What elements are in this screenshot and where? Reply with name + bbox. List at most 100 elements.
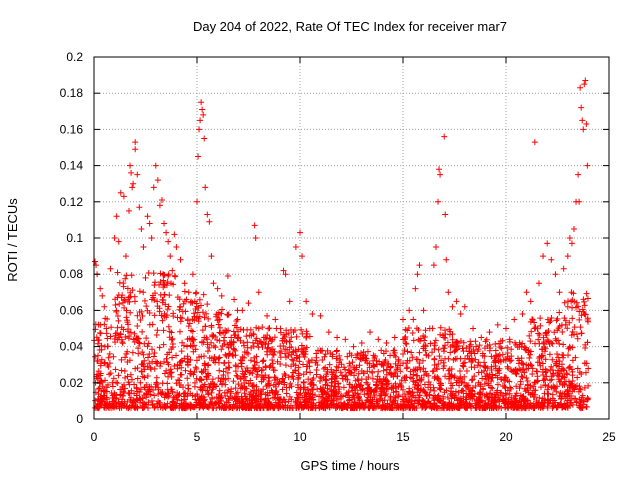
data-point	[208, 253, 215, 260]
roti-noise-marker	[138, 368, 145, 375]
data-point	[317, 312, 324, 319]
roti-noise-marker	[477, 391, 484, 398]
roti-noise-marker	[323, 371, 330, 378]
data-point	[103, 325, 110, 332]
roti-noise-marker	[210, 342, 217, 349]
roti-noise-marker	[234, 373, 241, 380]
roti-noise-marker	[581, 311, 588, 318]
roti-noise-marker	[112, 366, 119, 373]
roti-noise-marker	[144, 372, 151, 379]
roti-noise-marker	[131, 330, 138, 337]
roti-noise-marker	[112, 301, 119, 308]
data-point	[169, 267, 176, 274]
roti-noise-marker	[270, 394, 277, 401]
roti-noise-marker	[95, 352, 102, 359]
roti-noise-marker	[107, 333, 114, 340]
roti-noise-marker	[576, 316, 583, 323]
roti-noise-marker	[182, 308, 189, 315]
roti-noise-marker	[285, 374, 292, 381]
roti-noise-marker	[170, 394, 177, 401]
roti-noise-marker	[441, 327, 448, 334]
data-point	[127, 162, 134, 169]
roti-noise-marker	[342, 392, 349, 399]
roti-noise-marker	[136, 388, 143, 395]
roti-noise-marker	[122, 385, 129, 392]
roti-noise-marker	[468, 392, 475, 399]
roti-noise-marker	[204, 362, 211, 369]
roti-noise-marker	[420, 398, 427, 405]
roti-noise-marker	[196, 296, 203, 303]
roti-noise-marker	[376, 377, 383, 384]
roti-noise-marker	[395, 356, 402, 363]
y-tick-label: 0.1	[66, 231, 83, 245]
roti-noise-marker	[420, 343, 427, 350]
roti-noise-marker	[114, 380, 121, 387]
roti-noise-marker	[119, 340, 126, 347]
roti-noise-marker	[124, 285, 131, 292]
roti-noise-marker	[317, 348, 324, 355]
data-point	[457, 311, 464, 318]
roti-noise-marker	[223, 352, 230, 359]
roti-noise-marker	[114, 336, 121, 343]
roti-noise-marker	[288, 363, 295, 370]
roti-noise-marker	[522, 388, 529, 395]
roti-noise-marker	[416, 364, 423, 371]
roti-noise-marker	[526, 332, 533, 339]
roti-noise-marker	[96, 385, 103, 392]
roti-noise-marker	[150, 353, 157, 360]
roti-noise-marker	[574, 335, 581, 342]
roti-noise-marker	[164, 278, 171, 285]
roti-noise-marker	[127, 309, 134, 316]
roti-noise-marker	[469, 376, 476, 383]
roti-noise-marker	[166, 292, 173, 299]
data-point	[580, 126, 587, 133]
roti-noise-marker	[214, 336, 221, 343]
roti-noise-marker	[195, 304, 202, 311]
roti-noise-marker	[569, 344, 576, 351]
roti-noise-marker	[124, 298, 131, 305]
roti-noise-marker	[137, 386, 144, 393]
data-point	[556, 289, 563, 296]
roti-noise-marker	[406, 357, 413, 364]
roti-noise-marker	[552, 361, 559, 368]
roti-noise-marker	[187, 342, 194, 349]
roti-noise-marker	[164, 351, 171, 358]
roti-noise-marker	[431, 345, 438, 352]
roti-noise-marker	[541, 390, 548, 397]
roti-noise-marker	[387, 352, 394, 359]
roti-noise-marker	[182, 367, 189, 374]
roti-noise-marker	[266, 382, 273, 389]
roti-noise-marker	[164, 312, 171, 319]
roti-noise-marker	[184, 358, 191, 365]
roti-noise-marker	[583, 290, 590, 297]
roti-noise-marker	[378, 360, 385, 367]
roti-noise-marker	[271, 367, 278, 374]
roti-noise-marker	[95, 375, 102, 382]
roti-noise-marker	[200, 397, 207, 404]
roti-noise-marker	[285, 353, 292, 360]
roti-noise-marker	[453, 355, 460, 362]
roti-noise-marker	[298, 348, 305, 355]
roti-noise-marker	[542, 381, 549, 388]
roti-noise-marker	[370, 362, 377, 369]
roti-noise-marker	[293, 333, 300, 340]
roti-noise-marker	[463, 367, 470, 374]
roti-noise-marker	[560, 366, 567, 373]
roti-noise-marker	[488, 378, 495, 385]
roti-noise-marker	[303, 328, 310, 335]
roti-noise-marker	[381, 385, 388, 392]
roti-noise-marker	[337, 369, 344, 376]
roti-noise-marker	[571, 395, 578, 402]
roti-noise-marker	[248, 403, 255, 410]
roti-noise-marker	[509, 368, 516, 375]
roti-noise-marker	[518, 355, 525, 362]
roti-noise-marker	[127, 329, 134, 336]
roti-noise-marker	[498, 376, 505, 383]
data-point	[117, 189, 124, 196]
roti-noise-marker	[539, 403, 546, 410]
roti-noise-marker	[576, 396, 583, 403]
roti-noise-marker	[581, 360, 588, 367]
roti-noise-marker	[400, 350, 407, 357]
roti-noise-marker	[119, 292, 126, 299]
roti-noise-marker	[457, 395, 464, 402]
